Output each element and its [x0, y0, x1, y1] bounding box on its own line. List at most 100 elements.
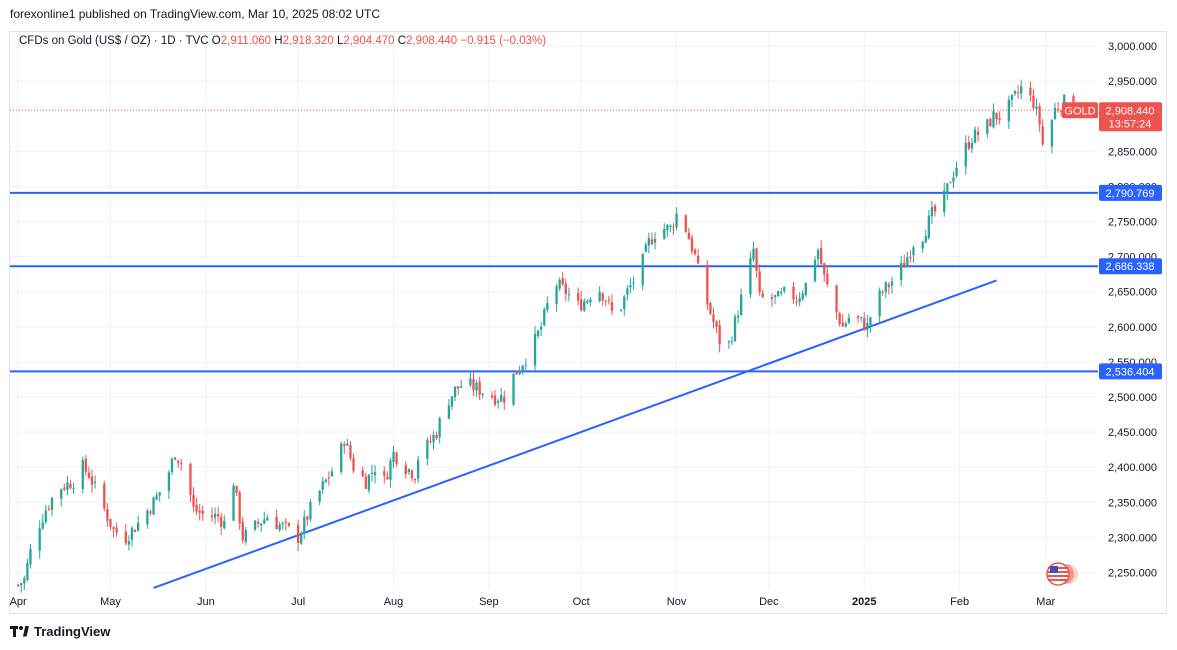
candle	[823, 262, 826, 282]
candle-body	[87, 472, 91, 478]
candle	[663, 223, 666, 240]
candle	[349, 440, 352, 461]
candle-body	[903, 262, 906, 268]
candle	[340, 441, 343, 475]
candle	[241, 516, 244, 544]
candle	[20, 582, 23, 593]
candle-body	[989, 118, 992, 127]
candle-body	[392, 451, 395, 462]
candle	[693, 248, 697, 256]
price-axis[interactable]: 3,000.0002,950.0002,850.0002,800.0002,75…	[1108, 41, 1157, 579]
candle-body	[309, 502, 312, 520]
candle	[263, 511, 266, 525]
candle	[795, 295, 798, 307]
candle-body	[220, 516, 223, 527]
grid-lines	[10, 33, 1098, 590]
candle-body	[580, 299, 583, 311]
candle-body	[906, 257, 909, 266]
candle	[309, 499, 312, 523]
candle-body	[533, 333, 537, 366]
candle-body	[998, 118, 1001, 120]
candle-body	[330, 471, 334, 477]
support-resistance-lines[interactable]	[10, 191, 1098, 373]
candle-body	[238, 492, 241, 524]
candle-body	[81, 460, 84, 489]
candle-body	[103, 483, 106, 509]
candle-body	[715, 321, 718, 327]
price-tick-label: 2,350.000	[1108, 497, 1157, 509]
candle	[158, 492, 161, 502]
candle	[583, 298, 586, 312]
candle-body	[964, 143, 967, 167]
candle	[115, 522, 118, 537]
time-tick-label: Jun	[197, 596, 215, 608]
high-label: H	[274, 35, 283, 47]
candle	[213, 507, 217, 525]
candle-body	[1050, 120, 1054, 147]
time-tick-label: Aug	[384, 596, 404, 608]
candle	[426, 437, 429, 466]
ohlc-legend: CFDs on Gold (US$ / OZ) · 1D · TVC O2,91…	[19, 35, 546, 47]
candle-body	[90, 476, 94, 485]
candle-body	[949, 182, 952, 184]
candle-body	[72, 488, 75, 490]
tradingview-brand[interactable]: TradingView	[10, 624, 110, 639]
candle	[524, 358, 527, 372]
candle-body	[835, 285, 838, 313]
price-tick-label: 2,400.000	[1108, 462, 1157, 474]
candle-body	[564, 283, 567, 295]
candle-body	[847, 317, 851, 323]
candle	[801, 290, 804, 302]
candle-body	[1029, 87, 1032, 96]
symbol-description[interactable]: CFDs on Gold (US$ / OZ) · 1D · TVC	[19, 35, 209, 47]
candle	[29, 544, 32, 569]
candle-body	[456, 386, 460, 389]
candle-body	[540, 326, 543, 330]
candle-body	[263, 519, 266, 524]
candle-body	[933, 205, 937, 212]
candle	[964, 135, 967, 175]
candle-body	[60, 489, 63, 499]
candle-body	[740, 294, 743, 315]
candle	[884, 281, 887, 299]
candle	[949, 181, 952, 184]
candle-body	[364, 476, 367, 489]
trendline-group[interactable]	[153, 279, 997, 589]
open-value: 2,911.060	[220, 35, 272, 47]
candle	[623, 294, 626, 316]
candle-body	[912, 247, 915, 256]
candle-body	[478, 381, 481, 396]
candle	[235, 485, 238, 497]
candle	[435, 431, 438, 441]
candle	[576, 287, 580, 306]
candle	[124, 523, 127, 546]
candle-body	[586, 300, 589, 303]
candle	[253, 520, 257, 532]
candle	[835, 284, 838, 320]
time-tick-label: Feb	[950, 596, 969, 608]
candle	[136, 515, 140, 532]
candle-body	[770, 297, 774, 299]
candle-body	[109, 518, 112, 527]
candle	[610, 294, 614, 316]
candle-body	[780, 291, 783, 294]
candle	[890, 276, 894, 294]
candle-body	[413, 479, 417, 481]
candlestick-series	[16, 79, 1075, 593]
time-axis[interactable]: Apr May Jun Jul Aug Sep Oct Nov Dec 2025 Feb Mar	[10, 596, 1056, 608]
candle	[927, 209, 931, 240]
candle	[300, 531, 303, 545]
candle-body	[650, 239, 654, 245]
candle	[367, 473, 371, 494]
candle	[696, 248, 700, 264]
candle	[303, 510, 306, 540]
candle-body	[235, 485, 238, 493]
candle	[438, 416, 441, 444]
price-tick-label: 2,500.000	[1108, 392, 1157, 404]
candle	[1013, 89, 1017, 96]
candle	[856, 315, 860, 323]
candle-body	[641, 253, 644, 285]
candle	[755, 247, 758, 278]
candle-body	[38, 528, 41, 551]
